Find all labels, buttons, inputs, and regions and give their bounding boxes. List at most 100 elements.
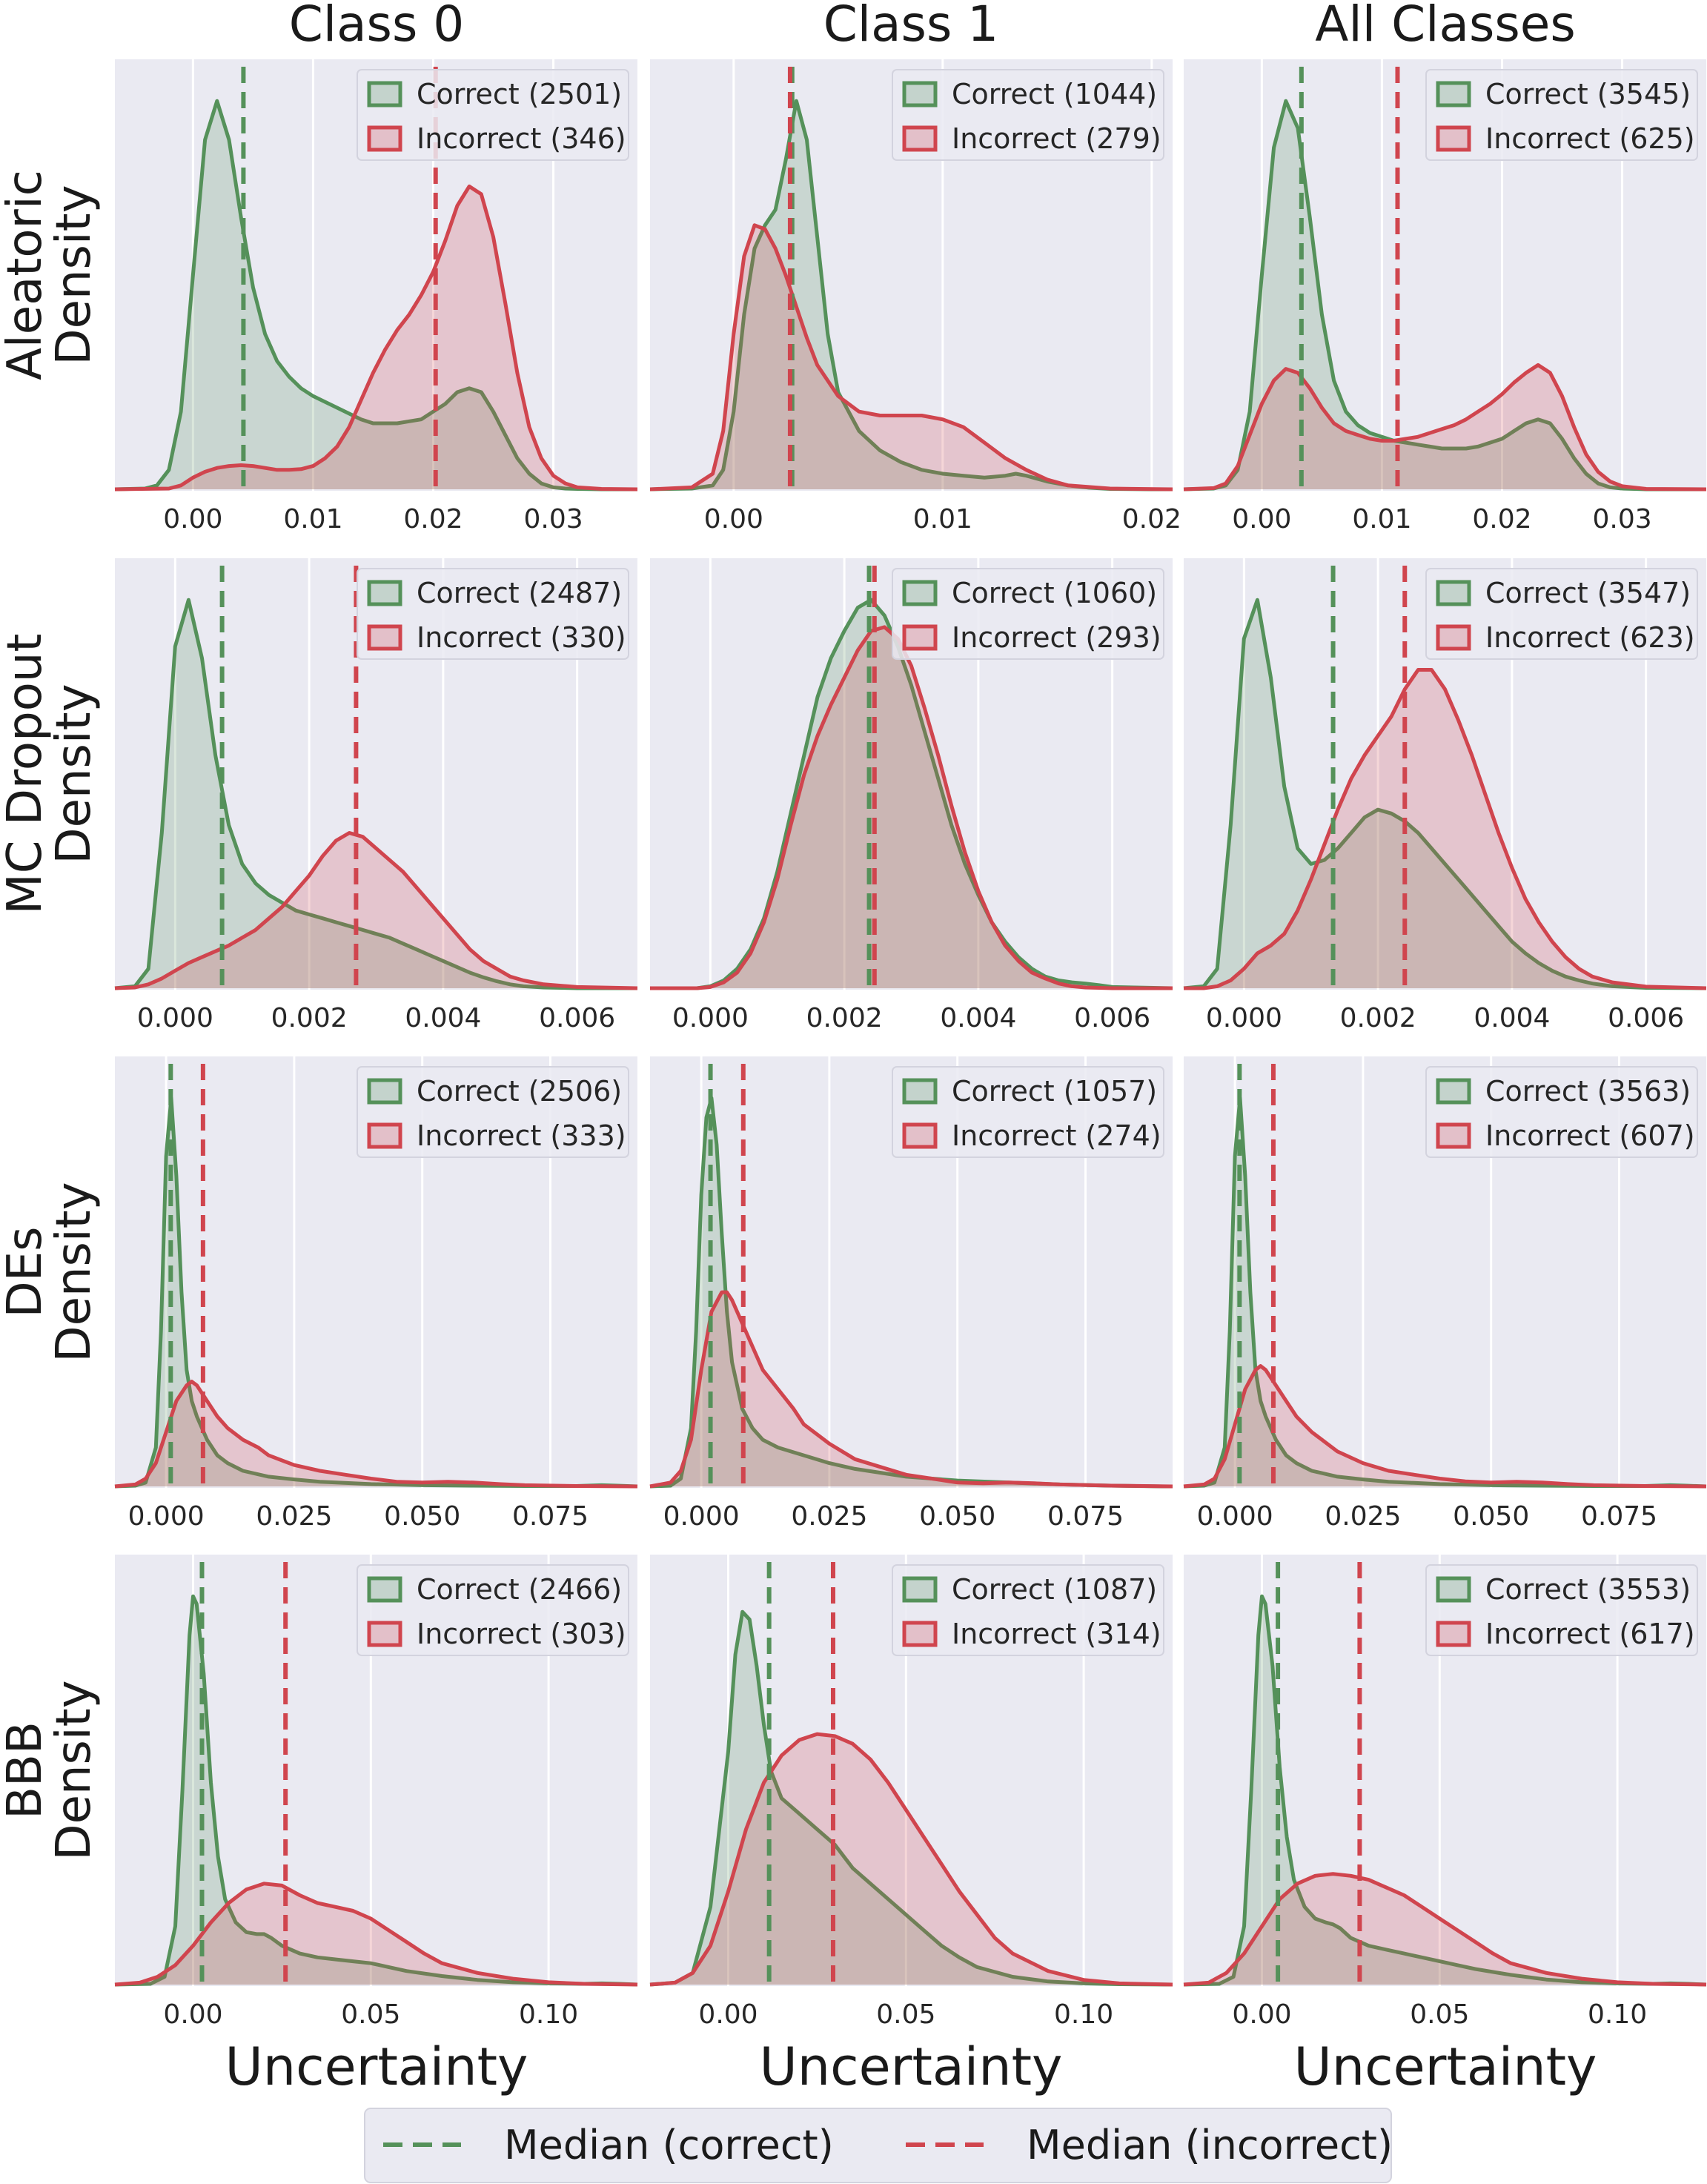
x-tick-label: 0.075	[512, 1501, 589, 1532]
panel-mc-dropout-class-0: 0.000 0.002 0.004 0.006 Correct (2487) Incorr…	[114, 558, 638, 1033]
correct-density-fill	[650, 600, 1173, 988]
x-tick-label: 0.00	[1232, 1999, 1291, 2030]
incorrect-density-fill	[1184, 1366, 1706, 1486]
legend-correct-label: Correct (1057)	[952, 1075, 1157, 1108]
legend-incorrect-swatch	[1436, 1621, 1471, 1647]
correct-density-line	[649, 1609, 1173, 1987]
x-tick-label: 0.000	[128, 1501, 205, 1532]
x-tick-label: 0.05	[1410, 1999, 1469, 2030]
correct-density-line	[114, 99, 637, 492]
x-tick-label: 0.002	[806, 1003, 883, 1033]
panel-legend-box	[1425, 1066, 1698, 1158]
x-tick-label: 0.00	[698, 1999, 758, 2030]
legend-incorrect-swatch	[902, 1621, 938, 1647]
legend-incorrect-swatch	[367, 125, 402, 152]
row-label-line: MC Dropout	[0, 633, 53, 914]
x-tick-label: 0.050	[384, 1501, 460, 1532]
legend-incorrect-label: Incorrect (607)	[1485, 1119, 1695, 1152]
incorrect-density-fill	[115, 1883, 637, 1985]
x-tick-label: 0.004	[1474, 1003, 1550, 1033]
legend-correct-swatch	[367, 81, 402, 107]
legend-correct-label: Correct (3563)	[1485, 1075, 1691, 1108]
legend-correct-swatch	[1436, 1576, 1471, 1603]
incorrect-density-line	[649, 223, 1173, 492]
legend-incorrect-swatch	[367, 624, 402, 651]
legend-incorrect-label: Incorrect (274)	[952, 1119, 1161, 1152]
correct-density-fill	[650, 101, 1173, 489]
column-titles: Class 0 Class 1 All Classes	[289, 0, 1576, 53]
correct-density-fill	[650, 1612, 1173, 1985]
legend-correct-label: Correct (1044)	[952, 78, 1157, 110]
x-tick-label: 0.004	[940, 1003, 1016, 1033]
legend-correct-label: Correct (2501)	[417, 78, 622, 110]
x-tick-label: 0.006	[539, 1003, 615, 1033]
median-correct-label: Median (correct)	[504, 2122, 834, 2168]
panel-bbb-class-1: 0.00 0.05 0.10 Correct (1087) Incorrect (314…	[649, 1555, 1173, 2030]
x-tick-label: 0.000	[1197, 1501, 1273, 1532]
incorrect-density-line	[1183, 1364, 1707, 1489]
incorrect-density-fill	[650, 626, 1173, 988]
legend-correct-label: Correct (2466)	[417, 1573, 622, 1606]
x-tick-label: 0.006	[1074, 1003, 1150, 1033]
row-label-line: BBB	[0, 1721, 53, 1819]
panel-legend-box	[892, 568, 1164, 660]
panel-legend: Correct (3547) Incorrect (623)	[1425, 568, 1698, 660]
incorrect-density-fill	[1184, 1873, 1706, 1985]
correct-density-line	[114, 598, 637, 990]
legend-incorrect-swatch	[902, 624, 938, 651]
x-tick-label: 0.00	[163, 1999, 222, 2030]
incorrect-density-line	[649, 1290, 1173, 1489]
x-tick-label: 0.05	[341, 1999, 400, 2030]
panel-legend: Correct (3545) Incorrect (625)	[1425, 69, 1698, 161]
panel-legend: Correct (1087) Incorrect (314)	[892, 1564, 1164, 1656]
correct-density-fill	[1184, 1098, 1706, 1486]
legend-incorrect-label: Incorrect (303)	[417, 1618, 626, 1650]
panel-legend: Correct (3553) Incorrect (617)	[1425, 1564, 1698, 1656]
x-tick-label: 0.05	[876, 1999, 935, 2030]
x-axis-label-class-1: Uncertainty	[760, 2036, 1063, 2097]
panel-legend: Correct (1060) Incorrect (293)	[892, 568, 1164, 660]
panel-legend-box	[892, 1564, 1164, 1656]
x-tick-label: 0.006	[1608, 1003, 1684, 1033]
x-tick-label: 0.00	[704, 504, 763, 535]
incorrect-density-line	[1183, 363, 1707, 492]
figure-legend: Median (correct) Median (incorrect)	[364, 2108, 1393, 2183]
panel-bbb-class-0: 0.00 0.05 0.10 Correct (2466) Incorrect (303…	[114, 1555, 638, 2030]
legend-correct-label: Correct (2487)	[417, 577, 622, 609]
panel-aleatoric-all-classes: 0.00 0.01 0.02 0.03 Correct (3545) Incorrect …	[1183, 59, 1707, 535]
x-tick-label: 0.00	[1232, 504, 1291, 535]
x-tick-label: 0.10	[519, 1999, 578, 2030]
panel-legend: Correct (1044) Incorrect (279)	[892, 69, 1164, 161]
incorrect-density-line	[114, 831, 638, 990]
incorrect-density-fill	[1184, 669, 1706, 988]
row-label-line: Density	[47, 1182, 102, 1362]
incorrect-density-line	[114, 1882, 638, 1987]
legend-incorrect-label: Incorrect (623)	[1485, 621, 1695, 654]
legend-incorrect-label: Incorrect (293)	[952, 621, 1161, 654]
panel-legend-box	[357, 1066, 629, 1158]
x-tick-label: 0.03	[523, 504, 583, 535]
correct-density-fill	[1184, 600, 1706, 988]
correct-density-line	[1183, 598, 1707, 990]
legend-incorrect-label: Incorrect (279)	[952, 122, 1161, 155]
legend-incorrect-label: Incorrect (333)	[417, 1119, 626, 1152]
legend-correct-swatch	[367, 1576, 402, 1603]
legend-incorrect-swatch	[367, 1122, 402, 1149]
row-label-line: Density	[47, 684, 102, 864]
legend-correct-swatch	[1436, 580, 1471, 606]
legend-correct-label: Correct (3553)	[1485, 1573, 1691, 1606]
panel-legend: Correct (2506) Incorrect (333)	[357, 1066, 629, 1158]
row-label-line: DEs	[0, 1226, 53, 1317]
x-axis-label-class-0: Uncertainty	[225, 2036, 528, 2097]
panel-legend-box	[357, 1564, 629, 1656]
panel-legend: Correct (3563) Incorrect (607)	[1425, 1066, 1698, 1158]
panel-mc-dropout-all-classes: 0.000 0.002 0.004 0.006 Correct (3547) Incorr…	[1183, 558, 1707, 1033]
legend-correct-swatch	[1436, 1078, 1471, 1105]
x-tick-label: 0.002	[271, 1003, 348, 1033]
figure-legend-box	[364, 2108, 1392, 2183]
legend-correct-swatch	[367, 1078, 402, 1105]
x-tick-label: 0.10	[1588, 1999, 1647, 2030]
correct-density-fill	[115, 600, 637, 988]
